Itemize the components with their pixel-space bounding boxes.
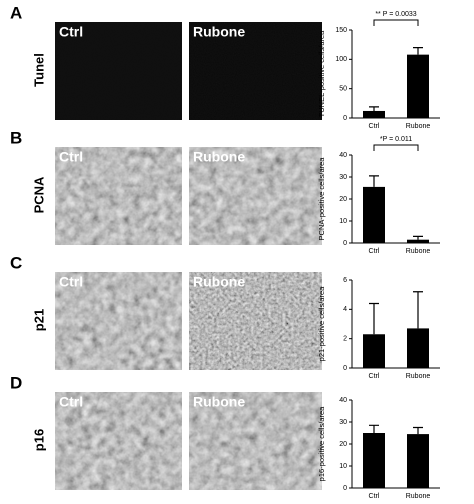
bar	[407, 54, 429, 118]
image-label: Rubone	[193, 274, 245, 290]
y-tick-label: 40	[339, 397, 347, 404]
y-tick-label: 20	[339, 441, 347, 448]
error-bar	[369, 175, 379, 187]
image-label: Ctrl	[59, 394, 83, 410]
y-tick-label: 50	[339, 86, 347, 93]
y-tick-label: 6	[343, 277, 347, 284]
x-tick-label: Rubone	[406, 248, 431, 255]
significance-annotation: ** P = 0.0033	[375, 11, 416, 18]
y-tick-label: 0	[343, 240, 347, 247]
x-tick-label: Ctrl	[369, 248, 380, 255]
micrograph	[55, 392, 182, 490]
error-bar	[369, 106, 379, 111]
stain-label: Tunel	[31, 53, 46, 87]
micrograph	[189, 147, 322, 245]
micrograph	[189, 392, 322, 490]
error-bar	[413, 235, 423, 240]
error-bar	[369, 424, 379, 433]
image-label: Ctrl	[59, 149, 83, 165]
x-tick-label: Ctrl	[369, 123, 380, 130]
y-tick-label: 4	[343, 306, 347, 313]
image-label: Ctrl	[59, 24, 83, 40]
y-tick-label: 0	[343, 115, 347, 122]
x-tick-label: Ctrl	[369, 373, 380, 380]
significance-bracket	[373, 19, 419, 26]
x-tick-label: Ctrl	[369, 493, 380, 500]
stain-label: PCNA	[31, 176, 46, 213]
image-label: Ctrl	[59, 274, 83, 290]
bar	[363, 433, 385, 488]
error-bar	[413, 426, 423, 435]
bar	[363, 110, 385, 118]
y-axis-label: p16-positive cells/area	[317, 406, 326, 481]
stain-label: p16	[31, 429, 46, 451]
bar	[363, 186, 385, 243]
significance-bracket	[373, 144, 419, 151]
micrograph	[189, 22, 322, 120]
image-label: Rubone	[193, 394, 245, 410]
panel-letter: C	[10, 253, 22, 272]
micrograph	[55, 272, 182, 370]
micrograph	[55, 147, 182, 245]
image-label: Rubone	[193, 24, 245, 40]
stain-label: p21	[31, 309, 46, 331]
y-tick-label: 100	[335, 56, 347, 63]
error-bar	[413, 47, 423, 55]
y-axis-label: PCNA-positive cells/area	[317, 157, 326, 241]
bar	[407, 239, 429, 243]
y-tick-label: 10	[339, 463, 347, 470]
bar	[407, 328, 429, 368]
significance-annotation: *P = 0.011	[380, 136, 412, 143]
micrograph	[189, 272, 322, 370]
x-tick-label: Rubone	[406, 123, 431, 130]
bar	[407, 434, 429, 488]
y-tick-label: 10	[339, 218, 347, 225]
image-label: Rubone	[193, 149, 245, 165]
y-tick-label: 20	[339, 196, 347, 203]
panel-letter: B	[10, 128, 22, 147]
error-bar	[413, 291, 423, 329]
error-bar	[369, 302, 379, 335]
x-tick-label: Rubone	[406, 373, 431, 380]
y-tick-label: 40	[339, 152, 347, 159]
y-tick-label: 30	[339, 419, 347, 426]
y-tick-label: 0	[343, 365, 347, 372]
bar	[363, 334, 385, 368]
y-tick-label: 2	[343, 336, 347, 343]
x-tick-label: Rubone	[406, 493, 431, 500]
y-axis-label: TUNEL-positive cells/area	[317, 30, 326, 118]
y-tick-label: 0	[343, 485, 347, 492]
micrograph	[55, 22, 182, 120]
y-tick-label: 30	[339, 174, 347, 181]
y-tick-label: 150	[335, 27, 347, 34]
panel-letter: A	[10, 3, 22, 22]
panel-letter: D	[10, 373, 22, 392]
y-axis-label: p21-positive cells/area	[317, 286, 326, 361]
